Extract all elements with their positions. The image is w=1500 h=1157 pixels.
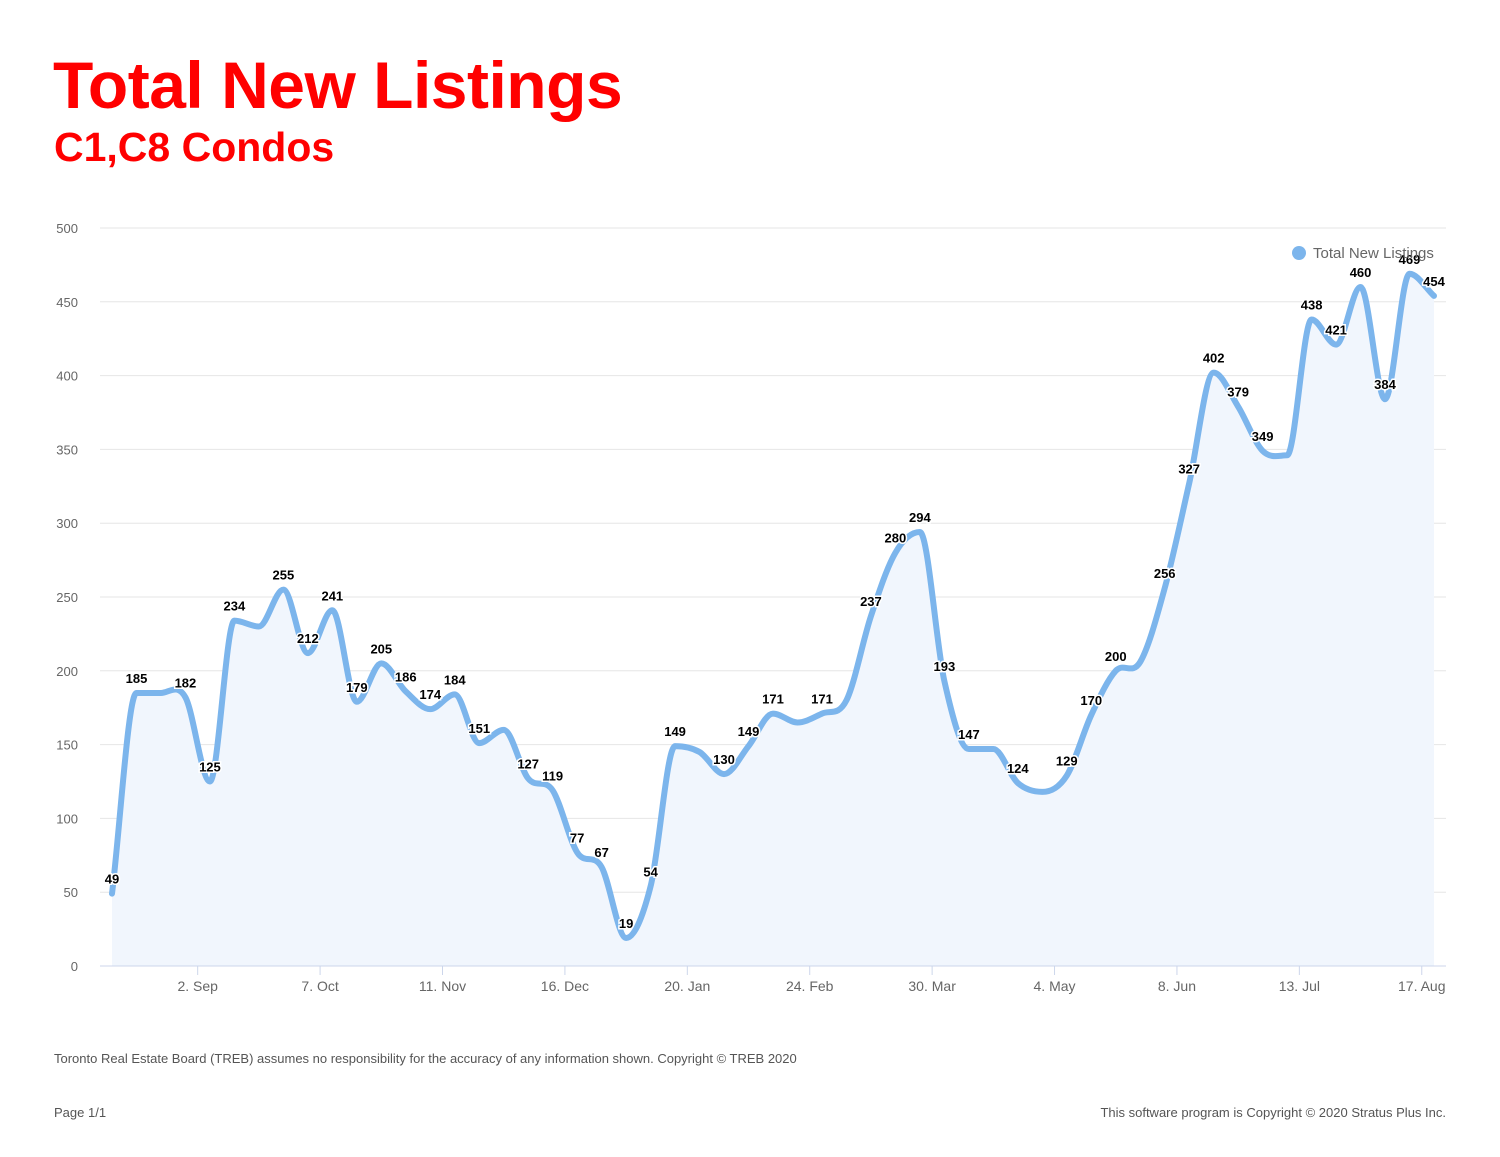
- data-label: 460: [1350, 265, 1372, 280]
- data-label: 402: [1203, 351, 1225, 366]
- copyright-text: This software program is Copyright © 202…: [1100, 1105, 1446, 1120]
- data-label: 171: [762, 692, 784, 707]
- chart-title: Total New Listings: [53, 48, 623, 122]
- data-label: 454: [1423, 274, 1445, 289]
- y-tick-label: 200: [56, 664, 78, 679]
- data-label: 193: [934, 659, 956, 674]
- page-number: Page 1/1: [54, 1105, 107, 1120]
- data-label: 19: [619, 916, 633, 931]
- series-path: [109, 270, 1437, 941]
- x-tick-label: 17. Aug: [1398, 978, 1446, 994]
- data-label: 255: [273, 568, 295, 583]
- y-tick-label: 500: [56, 221, 78, 236]
- line-chart: 0 50 100 150 200 250 300 350 400 450 500 2. Sep 7. O…: [56, 221, 1447, 994]
- data-label: 327: [1178, 461, 1200, 476]
- x-tick-label: 13. Jul: [1279, 978, 1320, 994]
- disclaimer-text: Toronto Real Estate Board (TREB) assumes…: [54, 1051, 797, 1066]
- data-label: 184: [444, 672, 466, 687]
- data-label: 151: [468, 721, 490, 736]
- data-label: 182: [175, 675, 197, 690]
- x-tick-label: 24. Feb: [786, 978, 834, 994]
- y-tick-label: 0: [71, 959, 78, 974]
- data-label: 256: [1154, 566, 1176, 581]
- data-label: 179: [346, 680, 368, 695]
- chart-subtitle: C1,C8 Condos: [54, 124, 335, 170]
- data-label: 77: [570, 830, 584, 845]
- y-tick-label: 450: [56, 295, 78, 310]
- y-tick-label: 250: [56, 590, 78, 605]
- data-label: 241: [321, 588, 343, 603]
- y-tick-label: 50: [64, 885, 78, 900]
- y-tick-label: 150: [56, 738, 78, 753]
- x-tick-label: 8. Jun: [1158, 978, 1196, 994]
- data-label: 294: [909, 510, 931, 525]
- data-label: 469: [1399, 252, 1421, 267]
- y-tick-label: 100: [56, 811, 78, 826]
- x-tick-label: 16. Dec: [541, 978, 589, 994]
- x-tick-label: 30. Mar: [908, 978, 956, 994]
- data-label: 200: [1105, 649, 1127, 664]
- data-label: 125: [199, 760, 221, 775]
- y-tick-label: 300: [56, 516, 78, 531]
- data-label: 171: [811, 692, 833, 707]
- axes: 0 50 100 150 200 250 300 350 400 450 500 2. Sep 7. O…: [56, 221, 1446, 994]
- data-label: 67: [594, 845, 608, 860]
- data-label: 185: [126, 671, 148, 686]
- data-label: 130: [713, 752, 735, 767]
- area-fill: [112, 273, 1434, 967]
- data-label: 149: [664, 724, 686, 739]
- data-label: 421: [1325, 323, 1347, 338]
- data-label: 119: [542, 768, 563, 783]
- data-label: 438: [1301, 298, 1323, 313]
- legend[interactable]: Total New Listings: [1292, 245, 1434, 262]
- data-label: 212: [297, 631, 319, 646]
- data-label: 149: [738, 724, 760, 739]
- x-tick-label: 20. Jan: [664, 978, 710, 994]
- data-label: 186: [395, 669, 417, 684]
- x-tick-label: 11. Nov: [419, 978, 466, 994]
- data-label: 127: [517, 757, 539, 772]
- legend-marker: [1292, 246, 1306, 260]
- x-tick-label: 7. Oct: [301, 978, 338, 994]
- data-label: 129: [1056, 754, 1078, 769]
- data-label: 124: [1007, 761, 1029, 776]
- data-label: 54: [643, 864, 658, 879]
- data-label: 384: [1374, 377, 1396, 392]
- data-label: 280: [885, 531, 907, 546]
- data-label: 234: [224, 599, 246, 614]
- data-label: 237: [860, 594, 882, 609]
- data-label: 379: [1227, 385, 1249, 400]
- data-label: 49: [105, 872, 119, 887]
- data-label: 349: [1252, 429, 1274, 444]
- area-shape: [112, 273, 1434, 967]
- data-label: 147: [958, 727, 980, 742]
- x-tick-label: 2. Sep: [177, 978, 218, 994]
- x-tick-label: 4. May: [1034, 978, 1076, 994]
- series-line: [109, 270, 1437, 941]
- data-label: 205: [370, 641, 392, 656]
- y-tick-label: 350: [56, 442, 78, 457]
- data-label: 174: [419, 687, 441, 702]
- data-label: 170: [1080, 693, 1102, 708]
- y-tick-label: 400: [56, 369, 78, 384]
- legend-label: Total New Listings: [1313, 245, 1434, 262]
